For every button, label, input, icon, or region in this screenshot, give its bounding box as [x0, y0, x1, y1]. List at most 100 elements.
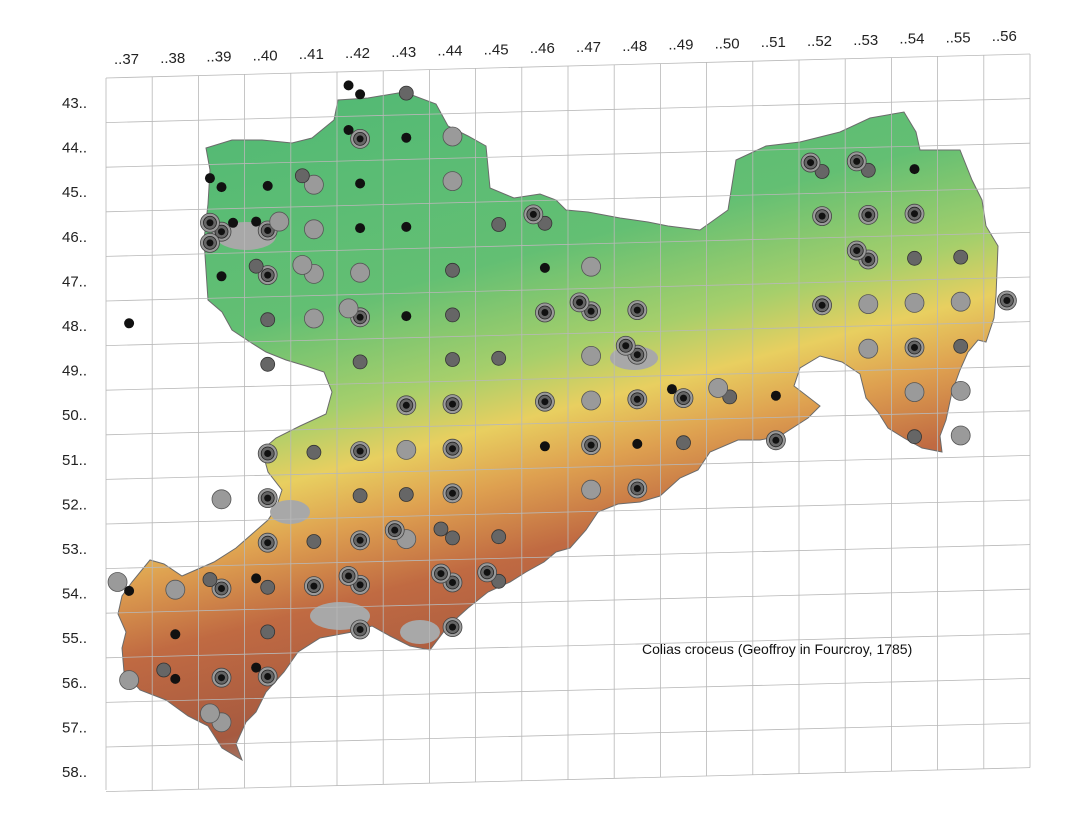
record-dot	[581, 479, 601, 500]
column-label: ..40	[253, 47, 278, 64]
record-dot	[904, 203, 925, 224]
column-label: ..48	[622, 38, 647, 55]
record-dot	[442, 171, 463, 192]
column-label: ..49	[668, 37, 693, 54]
record-dot	[355, 89, 366, 100]
grid-row-line	[105, 722, 1031, 748]
record-dot	[953, 338, 969, 354]
record-dot	[950, 291, 971, 312]
record-dot	[812, 206, 832, 227]
grid-row-line	[105, 365, 1031, 391]
row-label: 48..	[62, 318, 87, 335]
record-dot	[858, 204, 879, 225]
record-dot	[228, 217, 239, 228]
record-dot	[442, 617, 463, 637]
row-label: 49..	[62, 363, 87, 380]
record-dot	[442, 126, 463, 147]
record-dot	[445, 530, 460, 546]
column-label: ..47	[576, 39, 601, 56]
record-dot	[216, 182, 227, 193]
row-label: 50..	[62, 407, 87, 424]
column-label: ..45	[484, 41, 509, 58]
grid-row-line	[105, 544, 1031, 569]
record-dot	[257, 443, 278, 464]
record-dot	[770, 390, 781, 401]
grid-row-line	[105, 53, 1031, 79]
grid-row-line	[105, 321, 1031, 346]
record-dot	[396, 439, 417, 460]
record-dot	[355, 178, 366, 189]
record-dot	[338, 298, 359, 319]
grid-row-line	[105, 98, 1031, 123]
record-dot	[294, 168, 310, 184]
record-dot	[445, 352, 460, 367]
record-dot	[858, 338, 879, 359]
record-dot	[950, 425, 971, 446]
record-dot	[442, 438, 463, 459]
peak-patch	[270, 500, 310, 524]
record-dot	[953, 249, 969, 265]
grid-row-line	[105, 633, 1031, 659]
row-label: 43..	[62, 95, 87, 112]
record-dot	[156, 662, 172, 678]
record-dot	[170, 629, 181, 640]
record-dot	[539, 441, 550, 452]
record-dot	[350, 530, 371, 551]
record-dot	[350, 262, 371, 283]
record-dot	[211, 667, 232, 688]
record-dot	[350, 441, 371, 462]
record-dot	[581, 345, 601, 366]
peak-patch	[400, 620, 440, 644]
grid-row-line	[105, 276, 1031, 302]
record-dot	[257, 265, 278, 286]
saxony-relief	[117, 91, 999, 762]
column-label: ..53	[853, 32, 878, 49]
grid-row-line	[105, 588, 1031, 614]
record-dot	[211, 578, 232, 599]
row-label: 52..	[62, 496, 87, 513]
record-dot	[904, 292, 925, 313]
record-dot	[204, 173, 215, 184]
record-dot	[904, 337, 925, 358]
record-dot	[627, 478, 648, 499]
record-dot	[355, 223, 366, 234]
row-label: 53..	[62, 541, 87, 558]
grid-row-line	[105, 455, 1031, 480]
record-dot	[445, 307, 460, 323]
record-dot	[269, 211, 290, 232]
record-dot	[766, 430, 786, 451]
record-dot	[338, 566, 359, 586]
record-dot	[165, 579, 186, 600]
row-label: 44..	[62, 140, 87, 157]
record-dot	[124, 585, 135, 596]
record-dot	[303, 219, 324, 240]
column-label: ..50	[715, 35, 740, 52]
record-dot	[666, 384, 677, 395]
record-dot	[211, 489, 232, 510]
record-dot	[251, 662, 262, 673]
record-dot	[535, 302, 555, 323]
record-dot	[343, 124, 354, 135]
record-dot	[950, 380, 971, 401]
record-dot	[262, 180, 273, 191]
record-dots	[107, 80, 1017, 733]
record-dot	[216, 271, 227, 282]
record-dot	[673, 388, 694, 409]
record-dot	[303, 576, 324, 596]
column-label: ..38	[160, 50, 185, 67]
record-dot	[491, 529, 507, 545]
record-dot	[858, 294, 879, 315]
grid-row-line	[105, 142, 1031, 168]
row-label: 56..	[62, 675, 87, 692]
record-dot	[997, 290, 1017, 311]
record-dot	[248, 258, 264, 274]
row-label: 58..	[62, 764, 87, 781]
column-label: ..46	[530, 40, 555, 57]
record-dot	[306, 444, 322, 460]
grid-row-line	[105, 410, 1031, 436]
column-label: ..55	[946, 29, 971, 46]
record-dot	[431, 563, 451, 584]
row-label: 47..	[62, 273, 87, 290]
record-dot	[107, 572, 128, 592]
